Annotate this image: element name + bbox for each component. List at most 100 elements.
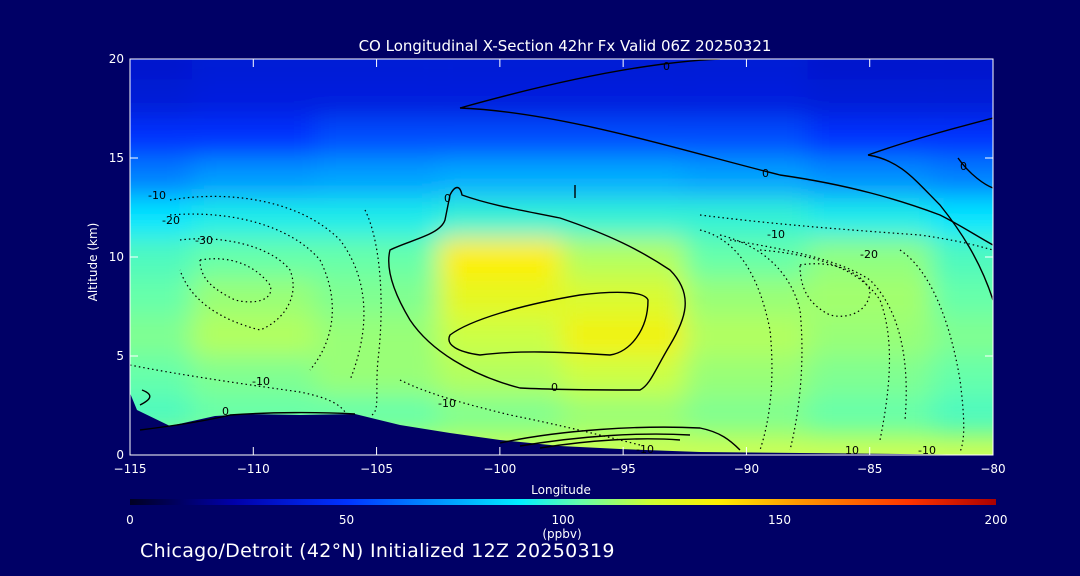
contour-label: -20 <box>860 248 878 261</box>
heatmap-cell <box>561 197 685 238</box>
heatmap-cell <box>130 59 192 79</box>
heatmap-cell <box>561 78 685 119</box>
heatmap-cell <box>314 59 439 79</box>
heatmap-cell <box>130 197 192 238</box>
heatmap-cell <box>684 197 809 238</box>
heatmap-cell <box>130 356 192 396</box>
x-tick-label: −110 <box>237 462 270 476</box>
contour-label: -10 <box>918 444 936 457</box>
heatmap-cell <box>438 78 562 119</box>
heatmap-cell <box>438 158 562 198</box>
contour-label: -10 <box>438 397 456 410</box>
heatmap-cell <box>314 237 439 277</box>
heatmap-cell <box>808 158 932 198</box>
x-tick-label: −95 <box>610 462 635 476</box>
heatmap-cell <box>808 276 932 317</box>
colorbar-unit-label: (ppbv) <box>542 527 581 541</box>
contour-label: 0 <box>663 60 670 73</box>
heatmap-cell <box>931 276 993 317</box>
contour-label: -10 <box>636 443 654 456</box>
colorbar-tick-label: 50 <box>339 513 354 527</box>
colorbar <box>130 499 996 505</box>
x-tick-label: −90 <box>734 462 759 476</box>
y-tick-label: 0 <box>116 448 124 462</box>
y-tick-label: 20 <box>109 52 124 66</box>
heatmap-cell <box>438 276 562 317</box>
contour-label: 0 <box>960 160 967 173</box>
heatmap-cell <box>438 395 562 436</box>
heatmap-cell <box>130 158 192 198</box>
heatmap-cell <box>130 118 192 158</box>
heatmap-cell <box>684 276 809 317</box>
terrain <box>130 393 993 455</box>
heatmap-cell <box>130 78 192 119</box>
contour-lines <box>130 59 993 453</box>
chart-title: CO Longitudinal X-Section 42hr Fx Valid … <box>359 37 772 55</box>
heatmap-cell <box>931 197 993 238</box>
heatmap-cell <box>191 237 315 277</box>
heatmap-cell <box>561 59 685 79</box>
heatmap-cell <box>314 158 439 198</box>
heatmap-cell <box>684 118 809 158</box>
y-tick-label: 10 <box>109 250 124 264</box>
heatmap-cell <box>808 356 932 396</box>
heatmap-cell <box>931 356 993 396</box>
contour-label: -10 <box>767 228 785 241</box>
initialization-footer: Chicago/Detroit (42°N) Initialized 12Z 2… <box>140 540 615 562</box>
colorbar-tick-label: 0 <box>126 513 134 527</box>
heatmap-cell <box>684 158 809 198</box>
heatmap-cell <box>438 59 562 79</box>
x-tick-label: −85 <box>857 462 882 476</box>
heatmap-cell <box>438 237 562 277</box>
heatmap-cell <box>130 276 192 317</box>
colorbar-tick-label: 150 <box>768 513 791 527</box>
heatmap-cell <box>684 316 809 356</box>
colorbar-tick-label: 200 <box>985 513 1008 527</box>
y-tick-label: 5 <box>116 349 124 363</box>
heatmap-cell <box>314 316 439 356</box>
heatmap-cell <box>191 316 315 356</box>
heatmap-cell <box>684 356 809 396</box>
contour-label: -10 <box>148 189 166 202</box>
heatmap-cell <box>314 78 439 119</box>
heatmap-cell <box>931 395 993 436</box>
x-tick-label: −80 <box>980 462 1005 476</box>
contour-label: -30 <box>195 234 213 247</box>
y-tick-label: 15 <box>109 151 124 165</box>
heatmap-cell <box>438 118 562 158</box>
heatmap-cell <box>314 118 439 158</box>
heatmap-cell <box>130 237 192 277</box>
y-axis: 0 5 10 15 20 <box>109 52 993 462</box>
colorbar-ticks: 0 50 100 150 200 <box>126 513 1007 527</box>
heatmap-cell <box>191 197 315 238</box>
heatmap-cell <box>808 316 932 356</box>
heatmap-cell <box>808 237 932 277</box>
heatmap-cell <box>561 276 685 317</box>
heatmap-cell <box>808 197 932 238</box>
contour-label-group: 0 0 0 0 0 0 -10 -10 -10 -10 -10 -20 -20 … <box>148 60 967 457</box>
x-tick-label: −100 <box>483 462 516 476</box>
heatmap-cell <box>191 78 315 119</box>
heatmap-cell <box>684 78 809 119</box>
co-concentration-field <box>130 59 993 455</box>
heatmap-cell <box>438 316 562 356</box>
heatmap-cell <box>808 78 932 119</box>
heatmap-cell <box>438 197 562 238</box>
heatmap-cell <box>931 78 993 119</box>
heatmap-cell <box>808 118 932 158</box>
contour-label: 0 <box>222 405 229 418</box>
heatmap-cell <box>684 59 809 79</box>
contour-label: 0 <box>551 381 558 394</box>
contour-label: 10 <box>845 444 859 457</box>
contour-label: 0 <box>444 192 451 205</box>
heatmap-cell <box>191 118 315 158</box>
heatmap-cell <box>191 276 315 317</box>
heatmap-cell <box>931 118 993 158</box>
contour-label: -20 <box>162 214 180 227</box>
heatmap-cell <box>314 276 439 317</box>
x-tick-label: −105 <box>360 462 393 476</box>
y-axis-label: Altitude (km) <box>86 223 100 302</box>
contour-label: 0 <box>762 167 769 180</box>
heatmap-cell <box>808 59 932 79</box>
